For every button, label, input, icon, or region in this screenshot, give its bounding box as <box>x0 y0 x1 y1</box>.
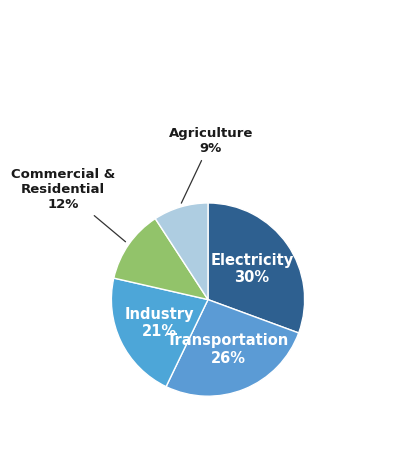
Text: Agriculture
9%: Agriculture 9% <box>168 127 253 203</box>
Wedge shape <box>166 300 299 396</box>
Wedge shape <box>114 219 208 300</box>
Wedge shape <box>111 278 208 387</box>
Text: Industry
21%: Industry 21% <box>125 307 194 339</box>
Text: Commercial &
Residential
12%: Commercial & Residential 12% <box>11 168 126 242</box>
Text: Electricity
30%: Electricity 30% <box>210 253 294 285</box>
Text: Transportation
26%: Transportation 26% <box>167 333 289 365</box>
Text: Total U.S. Greenhouse Gas Emissions
by Economic Sector in 2014: Total U.S. Greenhouse Gas Emissions by E… <box>21 23 395 63</box>
Wedge shape <box>155 203 208 300</box>
Wedge shape <box>208 203 305 333</box>
